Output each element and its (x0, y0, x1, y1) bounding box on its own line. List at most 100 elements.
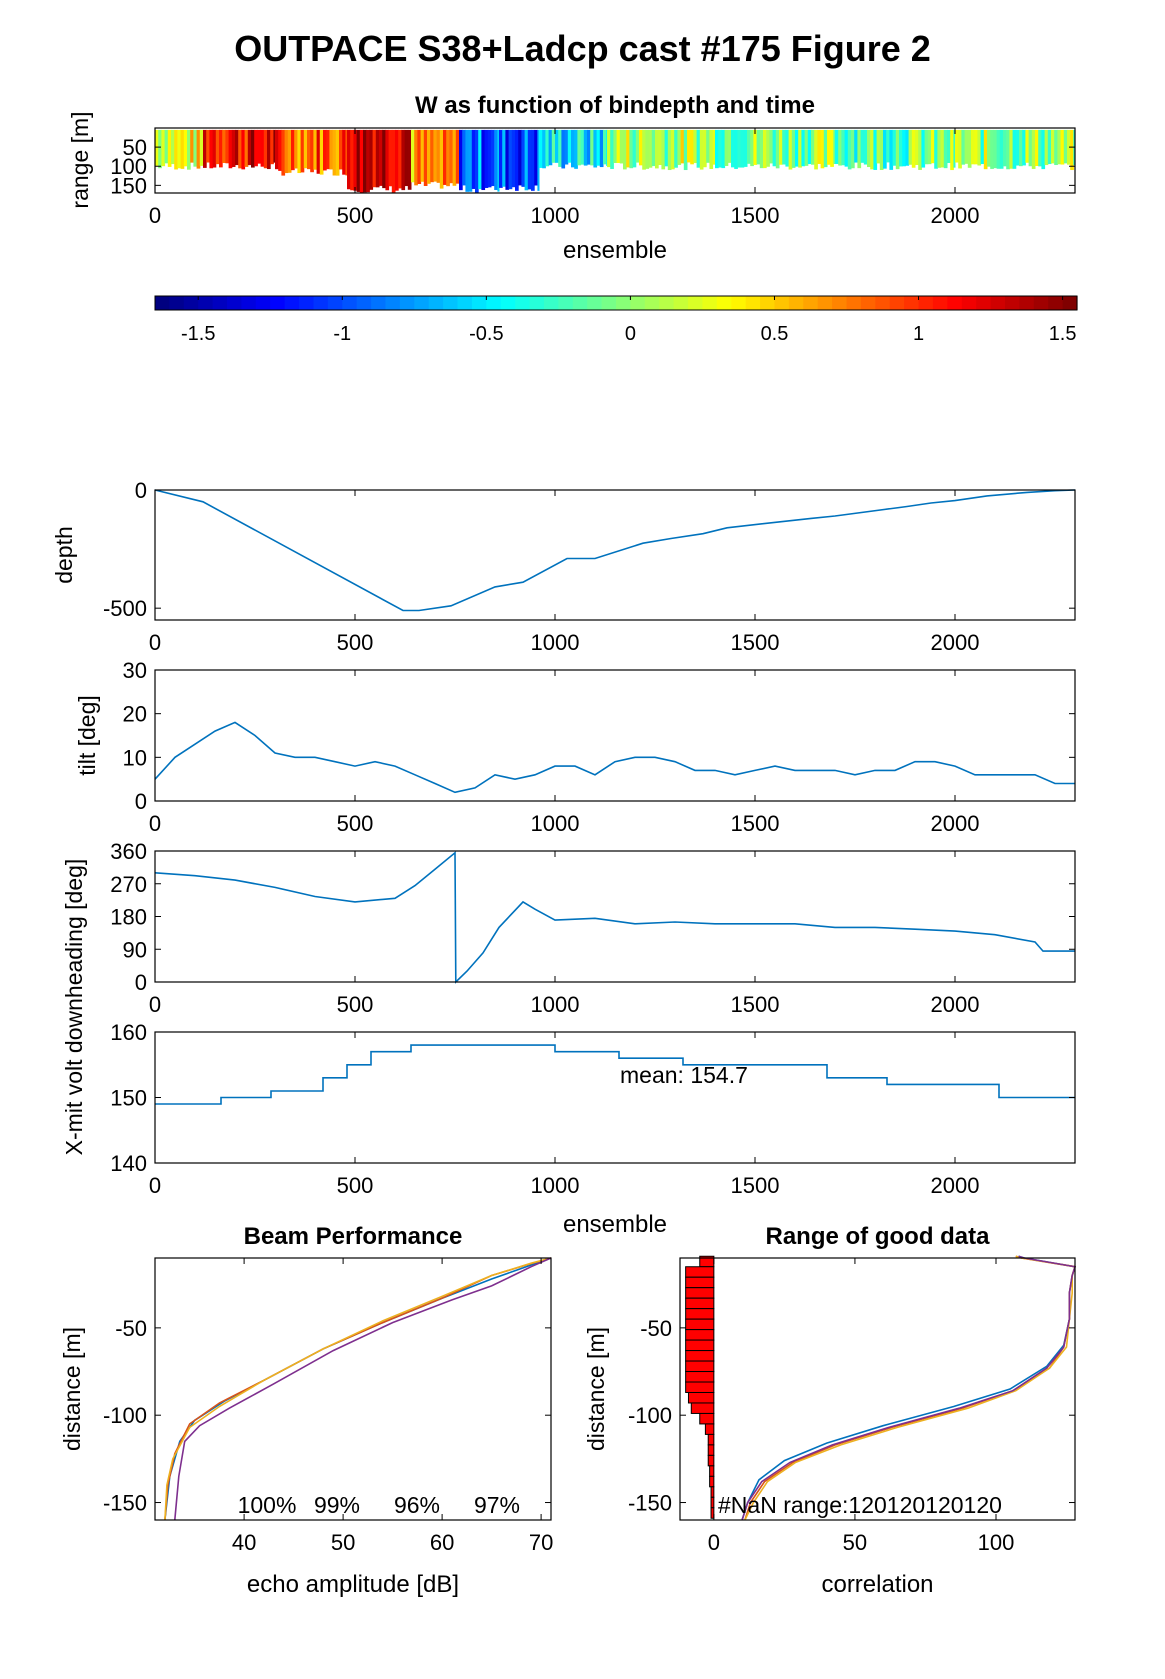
w-heatmap-cell (524, 129, 529, 191)
w-heatmap-cell (873, 129, 878, 170)
w-heatmap-cell (228, 129, 233, 169)
w-heatmap-cell (892, 129, 897, 166)
range-panel-nan-bar (685, 1350, 715, 1362)
w-heatmap-cell (953, 129, 956, 168)
beam-panel-frame (154, 1257, 552, 1521)
w-heatmap-cell (313, 129, 318, 170)
colorbar-swatch (313, 296, 329, 310)
w-heatmap-cell (350, 129, 354, 191)
w-heatmap-cell (555, 129, 559, 163)
w-heatmap-cell (369, 129, 374, 190)
w-heatmap-cell (814, 129, 818, 170)
w-heatmap-cell (844, 129, 849, 167)
heading-panel-ytick-label: 360 (110, 839, 147, 864)
w-heatmap-cell (996, 129, 1001, 169)
w-heatmap-cell (158, 129, 162, 169)
w-heatmap-cell (921, 129, 926, 168)
w-heatmap-cell (359, 129, 364, 193)
w-heatmap-cell (222, 129, 226, 163)
beam-panel-series-line (174, 1257, 552, 1521)
w-heatmap-cell (990, 129, 994, 169)
w-heatmap-cell (967, 129, 972, 168)
range-panel-nan-bar (685, 1287, 715, 1299)
w-heatmap-cell (323, 129, 327, 171)
tilt-panel-line (154, 721, 1075, 794)
colorbar-swatch (803, 296, 819, 310)
heading-panel-ytick-label: 270 (110, 872, 147, 897)
w-heatmap-cell (655, 129, 659, 169)
w-heatmap-cell (1070, 129, 1074, 171)
xmit-panel-xtick-label: 0 (149, 1173, 161, 1198)
w-heatmap-cell (804, 129, 809, 166)
w-heatmap-cell (481, 129, 486, 191)
xmit-mean-annotation: mean: 154.7 (620, 1062, 748, 1088)
beam-panel-xtick-label: 60 (430, 1530, 454, 1555)
w-heatmap-cell (577, 129, 582, 166)
xmit-panel-xtick-label: 1000 (531, 1173, 580, 1198)
depth-panel-xtick-label: 1000 (531, 630, 580, 655)
beam-panel-ytick-label: -100 (103, 1403, 147, 1428)
w-heatmap-cell (542, 129, 546, 169)
w-heatmap-cell (439, 129, 444, 189)
w-heatmap-cell (443, 129, 447, 185)
w-heatmap-cell (449, 129, 454, 184)
w-heatmap-cell (718, 129, 722, 168)
range-panel-frame (679, 1257, 1076, 1521)
w-heatmap-cell (177, 129, 182, 169)
w-heatmap-cell (527, 129, 532, 190)
w-heatmap-cell (911, 129, 916, 168)
range-panel-nan-bar (710, 1486, 715, 1498)
colorbar-swatch (1019, 296, 1035, 310)
w-heatmap-cell (491, 129, 495, 187)
w-heatmap-cell (257, 129, 262, 164)
colorbar-swatch (947, 296, 963, 310)
w-heatmap-cell (823, 129, 828, 168)
w-heatmap-cell (300, 129, 305, 173)
colorbar-tick-label: 1.5 (1049, 323, 1077, 345)
w-heatmap-cell (1031, 129, 1036, 169)
depth-panel-xtick-label: 1500 (731, 630, 780, 655)
w-heatmap-cell (683, 129, 688, 171)
colorbar-swatch (1033, 296, 1049, 310)
w-heatmap-cell (339, 129, 343, 170)
w-heatmap-cell (918, 129, 922, 170)
w-heatmap-cell (999, 129, 1004, 169)
colorbar-swatch (1062, 296, 1078, 310)
w-heatmap-cell (363, 129, 367, 193)
range-panel-nan-annotation: #NaN range:120120120120 (718, 1492, 1002, 1518)
w-heatmap-cell (319, 129, 324, 175)
beam-panel-ylabel: distance [m] (59, 1327, 85, 1451)
w-heatmap-cell (727, 129, 732, 163)
range-panel-nan-bar (685, 1276, 715, 1289)
range-panel-nan-bar (685, 1266, 715, 1278)
w-heatmap-cell (521, 129, 526, 187)
colorbar-swatch (817, 296, 833, 310)
w-heatmap-cell (693, 129, 698, 164)
w-heatmap-cell (895, 129, 900, 170)
w-heatmap-cell (475, 129, 479, 193)
w-heatmap-cell (275, 129, 279, 170)
w-heatmap-cell (187, 129, 191, 170)
depth-panel-ytick-label: -500 (103, 596, 147, 621)
w-heatmap-cell (459, 129, 463, 191)
w-heatmap-cell (740, 129, 745, 168)
w-heatmap-cell (494, 129, 498, 190)
colorbar-swatch (155, 296, 171, 310)
w-heatmap-cell (971, 129, 975, 165)
range-panel-nan-bar (709, 1465, 715, 1477)
depth-panel-line (154, 489, 1076, 612)
w-heatmap-cell (747, 129, 751, 164)
w-heatmap-cell (779, 129, 783, 165)
beam-panel-percent-label: 97% (474, 1492, 520, 1518)
w-heatmap-cell (915, 129, 919, 165)
w-heatmap-cell (206, 129, 210, 163)
colorbar-swatch (688, 296, 704, 310)
tilt-panel-frame (154, 669, 1076, 802)
w-heatmap-cell (613, 129, 618, 164)
w-heatmap-cell (616, 129, 621, 163)
w-heatmap-cell (763, 129, 767, 169)
w-heatmap-cell (564, 129, 569, 165)
w-heatmap-cell (411, 129, 415, 183)
colorbar-swatch (1048, 296, 1064, 310)
